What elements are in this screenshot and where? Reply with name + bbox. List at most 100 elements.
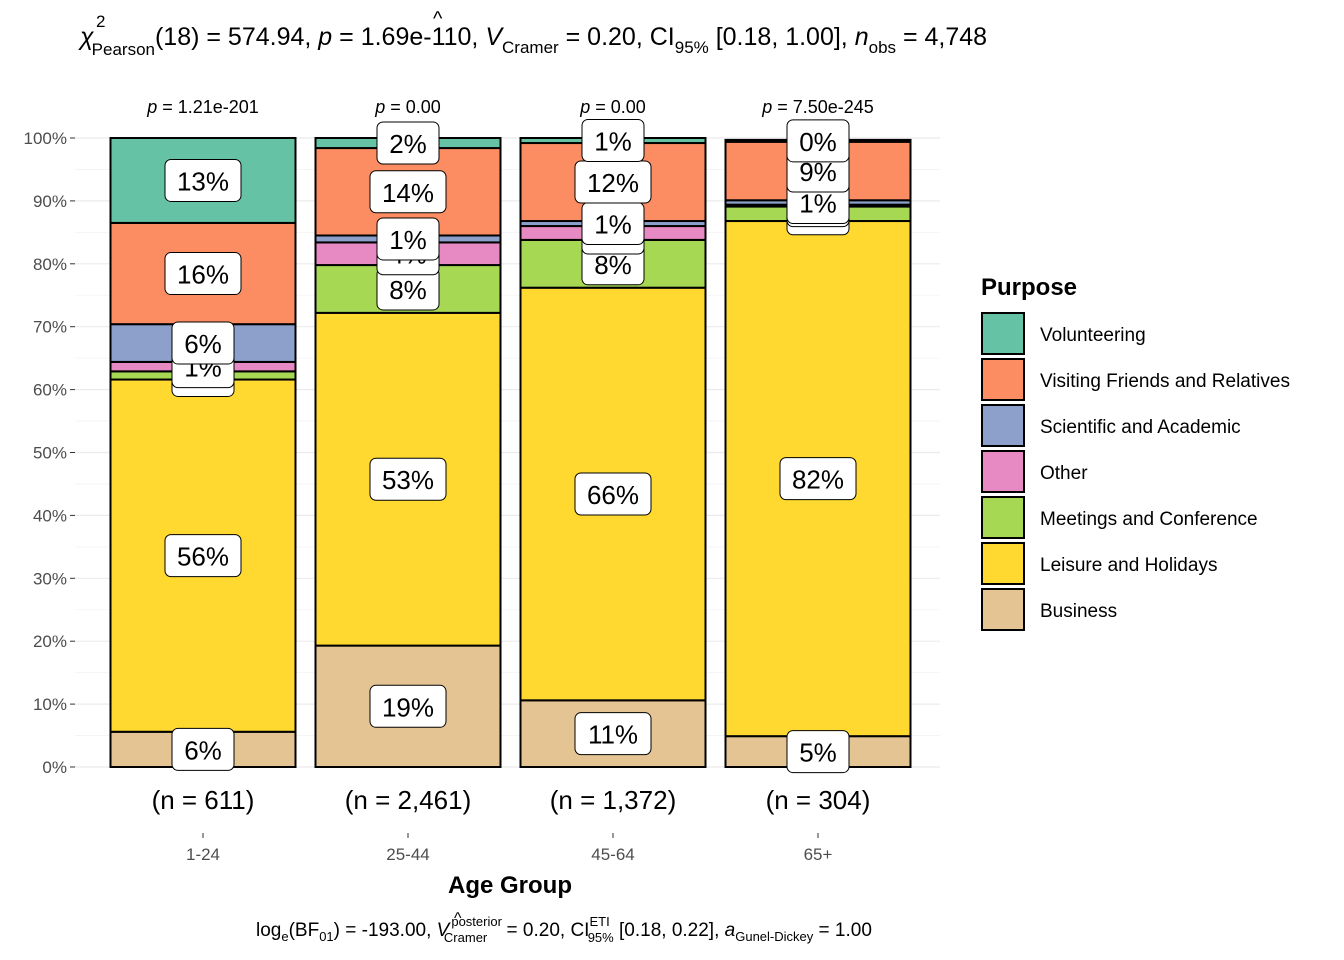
legend-item: Volunteering: [981, 312, 1146, 355]
y-tick-label: 80%: [33, 255, 67, 274]
segment-label: 12%: [574, 160, 652, 204]
y-tick-label: 0%: [42, 758, 67, 777]
bar-count-label: (n = 2,461): [345, 785, 471, 815]
legend-swatch: [981, 450, 1025, 493]
x-tick-label: 65+: [804, 845, 833, 864]
label-text: 12%: [587, 168, 639, 198]
label-box: [369, 457, 447, 501]
segment-label: 0%: [786, 119, 850, 163]
legend-swatch: [981, 358, 1025, 401]
label-box: [369, 170, 447, 214]
label-box: [581, 119, 645, 163]
label-text: 11%: [588, 720, 638, 750]
y-tick-label: 50%: [33, 444, 67, 463]
legend: Purpose Volunteering Visiting Friends and…: [981, 274, 1290, 631]
bar-count-label: (n = 611): [152, 785, 255, 815]
y-tick-label: 90%: [33, 192, 67, 211]
label-box: [376, 121, 440, 165]
label-box: [574, 472, 652, 516]
label-box: [164, 534, 242, 578]
x-tick-label: 45-64: [591, 845, 634, 864]
y-tick-label: 60%: [33, 381, 67, 400]
segment-label: 2%: [376, 121, 440, 165]
label-text: 53%: [382, 465, 434, 495]
segment-label: 53%: [369, 457, 447, 501]
label-box: [369, 684, 447, 728]
label-box: [376, 217, 440, 261]
segment-label: 1%: [581, 119, 645, 163]
y-tick-label: 30%: [33, 569, 67, 588]
x-tick-label: 1-24: [186, 845, 220, 864]
segment-labels: 6%56%1%1%6%16%13%p = 1.21e-20119%53%8%4%…: [146, 97, 874, 774]
label-text: 8%: [594, 250, 632, 280]
y-tick-label: 10%: [33, 695, 67, 714]
y-tick-label: 40%: [33, 506, 67, 525]
legend-swatch: [981, 588, 1025, 631]
label-box: [574, 712, 652, 756]
label-text: 1%: [389, 225, 427, 255]
label-text: 6%: [184, 735, 222, 765]
segment-label: 16%: [164, 252, 242, 296]
segment-label: 13%: [164, 158, 242, 202]
legend-swatch: [981, 542, 1025, 585]
title-chi-superscript: 2: [96, 12, 105, 31]
legend-item: Meetings and Conference: [981, 496, 1258, 539]
segment-label: 19%: [369, 684, 447, 728]
bar-p-value: p = 0.00: [579, 97, 646, 117]
chart-title: χPearson(18) = 574.94, p = 1.69e-110, VC…: [78, 23, 987, 59]
segment-label: 1%: [581, 202, 645, 246]
x-axis: (n = 611) 1-24 (n = 2,461) 25-44 (n = 1,372)…: [152, 785, 871, 864]
bar-count-label: (n = 304): [766, 785, 871, 815]
label-box: [786, 119, 850, 163]
y-tick-label: 70%: [33, 318, 67, 337]
legend-label: Visiting Friends and Relatives: [1040, 371, 1290, 392]
bar-p-value: p = 0.00: [374, 97, 441, 117]
label-box: [171, 727, 235, 771]
label-text: 5%: [799, 738, 837, 768]
bar-p-value: p = 1.21e-201: [146, 97, 259, 117]
label-text: 16%: [177, 260, 229, 290]
legend-label: Scientific and Academic: [1040, 417, 1241, 438]
segment-label: 82%: [779, 457, 857, 501]
bar-p-value: p = 7.50e-245: [761, 97, 874, 117]
segment-label: 11%: [574, 712, 652, 756]
legend-title: Purpose: [981, 274, 1077, 301]
segment-label: 66%: [574, 472, 652, 516]
y-tick-label: 100%: [24, 129, 67, 148]
segment-label: 8%: [376, 267, 440, 311]
legend-label: Other: [1040, 463, 1088, 484]
legend-item: Business: [981, 588, 1117, 631]
segment-label: 5%: [786, 730, 850, 774]
label-text: 66%: [587, 480, 639, 510]
label-box: [171, 321, 235, 365]
label-text: 19%: [382, 692, 434, 722]
x-tick-label: 25-44: [386, 845, 429, 864]
label-text: 1%: [594, 127, 632, 157]
label-text: 82%: [792, 465, 844, 495]
y-tick-label: 20%: [33, 632, 67, 651]
label-text: 13%: [177, 166, 229, 196]
segment-label: 6%: [171, 321, 235, 365]
segment-label: 56%: [164, 534, 242, 578]
legend-label: Meetings and Conference: [1040, 509, 1258, 530]
label-text: 1%: [594, 210, 632, 240]
label-box: [786, 730, 850, 774]
label-text: 6%: [184, 329, 222, 359]
title-hat-mark: ^: [433, 8, 443, 30]
label-box: [164, 252, 242, 296]
label-box: [164, 158, 242, 202]
label-text: 8%: [389, 275, 427, 305]
bar-count-label: (n = 1,372): [550, 785, 676, 815]
x-axis-title: Age Group: [448, 872, 572, 899]
label-text: 0%: [799, 127, 837, 157]
legend-item: Leisure and Holidays: [981, 542, 1217, 585]
segment-label: 1%: [376, 217, 440, 261]
y-axis: 0% 10% 20% 30% 40% 50% 60% 70% 80% 90% 100%: [24, 129, 75, 777]
legend-item: Scientific and Academic: [981, 404, 1241, 447]
legend-item: Other: [981, 450, 1088, 493]
label-text: 14%: [382, 178, 434, 208]
label-text: 56%: [177, 542, 229, 572]
legend-item: Visiting Friends and Relatives: [981, 358, 1290, 401]
